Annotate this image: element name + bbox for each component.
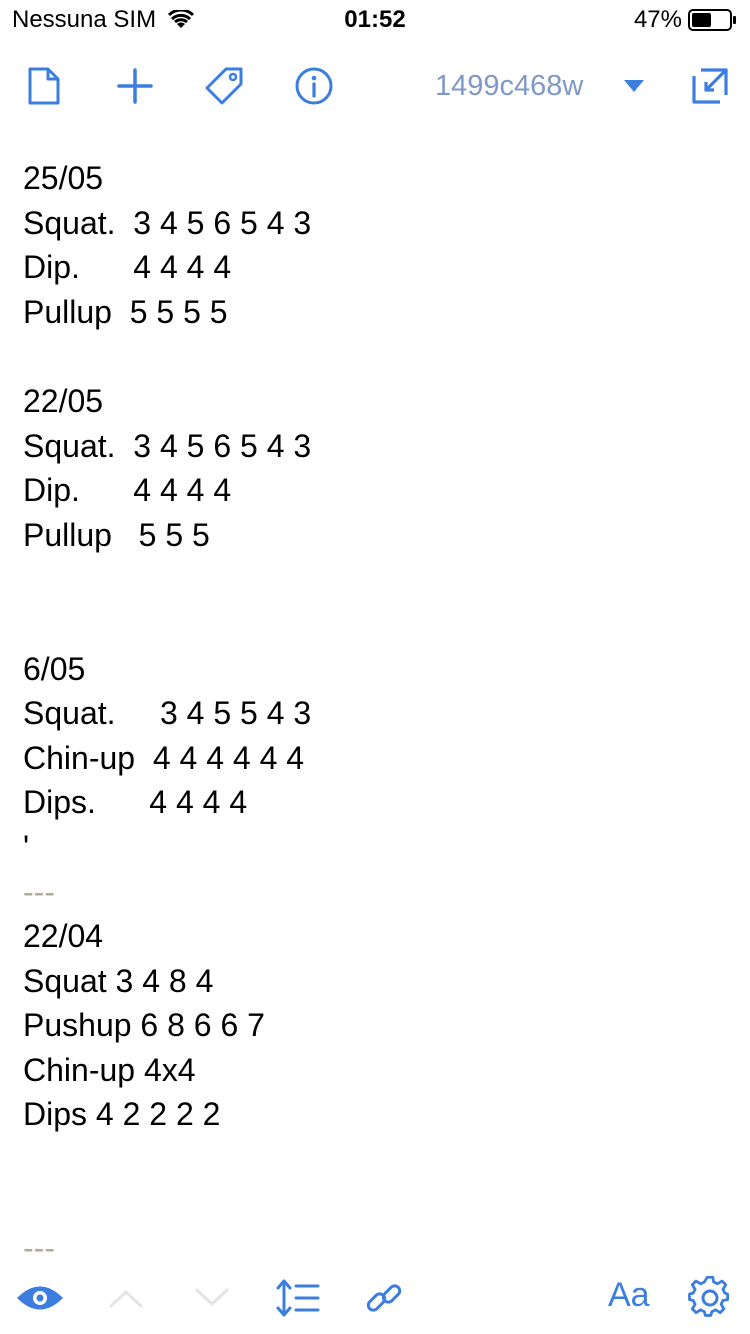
eye-icon [17,1286,63,1310]
preview-button[interactable] [14,1272,66,1324]
editor-separator-line: --- [23,873,55,910]
editor-line: 6/05 [23,650,86,687]
font-settings-button[interactable]: Aa [608,1276,650,1314]
file-icon [28,67,60,105]
editor-line: 25/05 [23,160,104,196]
editor-separator-line: --- [23,1230,55,1256]
add-button[interactable] [113,64,157,108]
wifi-icon [168,10,195,28]
carrier-label: Nessuna SIM [12,6,157,33]
dropdown-triangle-icon [624,80,644,92]
info-button[interactable] [292,64,336,108]
editor-line [23,602,723,647]
plus-icon [117,68,153,104]
clock: 01:52 [344,6,406,33]
link-button[interactable] [358,1272,410,1324]
carrier-group: Nessuna SIM [12,6,195,34]
editor-line [23,557,723,602]
editor-line [23,1137,723,1182]
tag-icon [205,67,243,105]
editor-line: Squat 3 4 8 4 [23,962,214,999]
editor-line: Dip. 4 4 4 4 [23,249,232,286]
editor-line [23,1182,723,1227]
info-icon [295,67,333,105]
document-id[interactable]: 1499c468w [435,70,584,102]
editor-line: Squat. 3 4 5 6 5 4 3 [23,204,312,241]
expand-button[interactable] [688,64,732,108]
editor-line: Dip. 4 4 4 4 [23,472,232,509]
tag-button[interactable] [202,64,246,108]
line-spacing-icon [276,1279,320,1317]
line-spacing-button[interactable] [272,1272,324,1324]
editor-line: Pullup 5 5 5 [23,516,210,553]
battery-group: 47% [634,6,738,34]
settings-button[interactable] [684,1272,736,1324]
gear-icon [688,1276,730,1317]
text-editor[interactable]: 25/05 Squat. 3 4 5 6 5 4 3 Dip. 4 4 4 4 … [23,156,723,1256]
editor-line: Dips. 4 4 4 4 [23,784,248,821]
link-icon [366,1284,402,1312]
editor-line: Squat. 3 4 5 6 5 4 3 [23,427,312,464]
bottom-toolbar: Aa [0,1262,750,1334]
editor-line: Dips 4 2 2 2 2 [23,1096,221,1133]
editor-line: 22/04 [23,918,104,955]
editor-line: Chin-up 4x4 [23,1051,196,1088]
chevron-down-icon [195,1288,229,1306]
battery-icon [688,9,736,31]
editor-line: Squat. 3 4 5 5 4 3 [23,695,312,732]
editor-line: Chin-up 4 4 4 4 4 4 [23,739,305,776]
editor-line: ' [23,828,30,865]
new-file-button[interactable] [22,64,66,108]
editor-line [23,334,723,379]
battery-percent: 47% [633,6,682,33]
top-toolbar: 1499c468w [0,56,750,116]
status-bar: Nessuna SIM 01:52 47% [0,0,750,40]
editor-line: 22/05 [23,382,104,419]
previous-button[interactable] [100,1272,152,1324]
document-dropdown-button[interactable] [618,72,650,100]
chevron-up-icon [109,1290,143,1308]
editor-line: Pushup 6 8 6 6 7 [23,1007,265,1044]
expand-icon [692,68,728,104]
next-button[interactable] [186,1272,238,1324]
editor-line: Pullup 5 5 5 5 [23,293,228,330]
